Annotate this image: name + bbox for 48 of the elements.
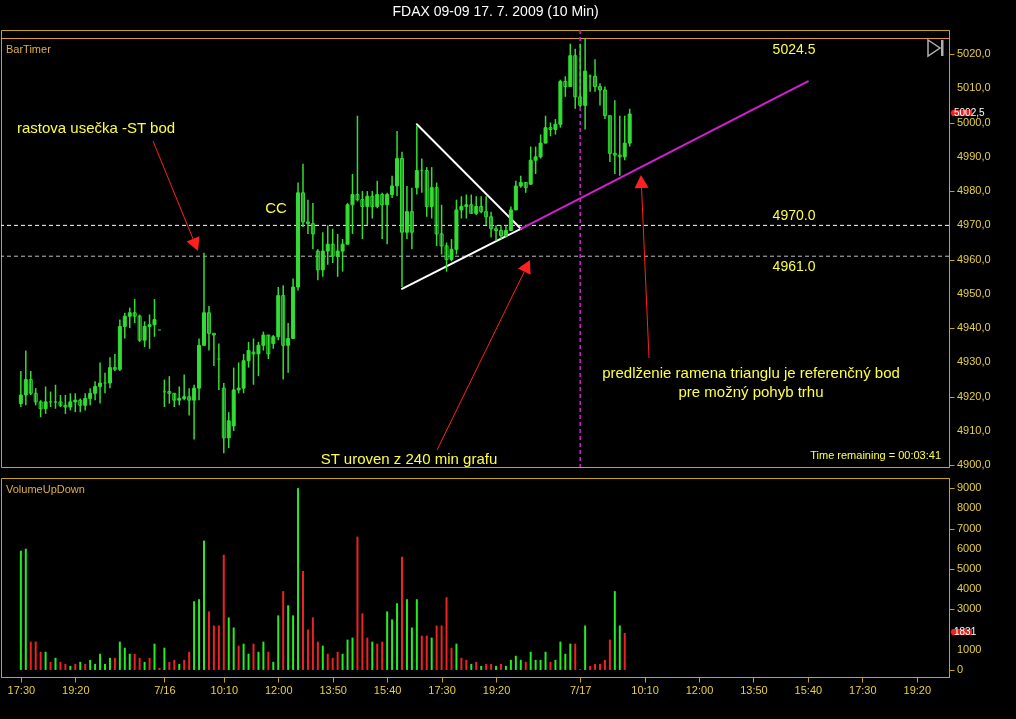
y-tick-label: 4000 xyxy=(957,582,982,595)
annotation: predlženie ramena trianglu je referenčný bod pre možný pohyb trhu xyxy=(602,364,900,400)
x-tick-label: 15:40 xyxy=(373,683,402,696)
x-tick-label: 13:50 xyxy=(740,683,768,696)
y-tick-label: 4900,0 xyxy=(957,458,991,471)
y-tick-label: 5010,0 xyxy=(957,81,991,94)
y-tick-label: 8000 xyxy=(957,501,982,514)
annotation: rastova usečka -ST bod xyxy=(16,119,176,136)
x-tick-label: 7/16 xyxy=(154,683,176,696)
x-tick-label: 10:10 xyxy=(631,683,659,696)
x-tick-label: 19:20 xyxy=(62,683,90,696)
x-tick-label: 17:30 xyxy=(7,683,36,696)
y-tick-label: 5020,0 xyxy=(957,46,991,59)
annotation: Time remaining = 00:03:41 xyxy=(810,449,941,461)
y-tick-label: 4930,0 xyxy=(957,355,991,368)
x-tick-label: 19:20 xyxy=(903,683,932,696)
y-tick-label: 4920,0 xyxy=(957,389,991,402)
y-tick-label: 3000 xyxy=(957,602,982,615)
x-tick-label: 13:50 xyxy=(319,683,347,696)
x-tick-label: 17:30 xyxy=(849,683,877,696)
annotation: BarTimer xyxy=(6,43,52,55)
y-tick-label: 6000 xyxy=(957,541,982,554)
y-tick-label: 4910,0 xyxy=(957,424,991,437)
ref-line-label: 4970.0 xyxy=(772,207,816,224)
x-tick-label: 12:00 xyxy=(685,683,714,696)
annotation: CC xyxy=(265,199,287,216)
x-tick-label: 12:00 xyxy=(264,683,293,696)
y-tick-label: 7000 xyxy=(957,521,982,534)
y-tick-label: 4950,0 xyxy=(957,286,991,299)
y-tick-label: 4940,0 xyxy=(957,321,991,334)
y-tick-label: 9000 xyxy=(957,481,982,494)
ref-line-label: 5024.5 xyxy=(772,40,816,57)
ref-line-label: 4961.0 xyxy=(772,258,816,275)
x-tick-label: 10:10 xyxy=(210,683,239,696)
y-tick-label: 4970,0 xyxy=(957,218,991,231)
chart-title: FDAX 09-09 17. 7. 2009 (10 Min) xyxy=(392,2,599,19)
y-tick-label: 5000 xyxy=(957,561,982,574)
y-tick-label: 4980,0 xyxy=(957,184,991,197)
y-tick-label: 4990,0 xyxy=(957,149,991,162)
y-tick-label: 0 xyxy=(957,662,964,675)
y-tick-label: 4960,0 xyxy=(957,252,991,265)
x-tick-label: 19:20 xyxy=(482,683,511,696)
text: VolumeUpDown xyxy=(6,483,85,495)
x-tick-label: 15:40 xyxy=(794,683,823,696)
x-tick-label: 7/17 xyxy=(569,683,592,696)
x-tick-label: 17:30 xyxy=(428,683,456,696)
y-tick-label: 1000 xyxy=(957,642,982,655)
annotation: ST uroven z 240 min grafu xyxy=(320,450,498,467)
